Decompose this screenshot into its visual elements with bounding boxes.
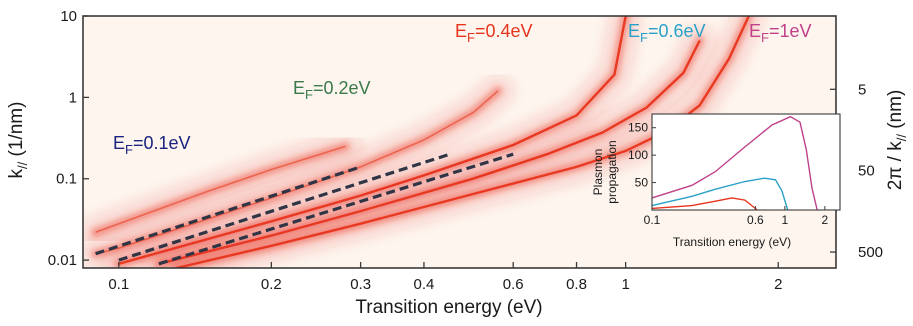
y-tick-label: 10 bbox=[60, 8, 77, 25]
inset-y-tick-label: 100 bbox=[628, 148, 648, 162]
series-label-2: EF=0.4eV bbox=[455, 21, 533, 45]
inset-line-1 bbox=[651, 177, 789, 211]
y-axis-label-sub: // bbox=[15, 161, 30, 169]
y2-axis-label-main: 2π / k bbox=[885, 141, 906, 191]
x-axis-label: Transition energy (eV) bbox=[355, 297, 542, 318]
y-tick-label: 1 bbox=[69, 89, 77, 106]
series-annotations: EF=0.1eV EF=0.2eV EF=0.4eV EF=0.6eV EF=1eV bbox=[113, 21, 812, 157]
inset-frame bbox=[651, 113, 841, 211]
x-tick-label: 1 bbox=[621, 276, 629, 293]
y2-axis-label-sub: // bbox=[894, 134, 909, 142]
heatmap-bands bbox=[83, 16, 764, 268]
inset-x-tick-label: 0.6 bbox=[747, 213, 764, 227]
y2-axis-label: 2π / k// (nm) bbox=[885, 90, 909, 191]
dashed-fit-0 bbox=[95, 165, 362, 256]
inset-line-2 bbox=[651, 115, 818, 211]
y-tick-label: 0.01 bbox=[48, 252, 77, 269]
series-label-4: EF=1eV bbox=[749, 21, 812, 45]
x-tick-label: 0.6 bbox=[503, 276, 524, 293]
series-label-3: EF=0.6eV bbox=[628, 21, 706, 45]
y2-tick-label: 5 bbox=[858, 81, 866, 98]
inset-line-0 bbox=[651, 197, 758, 211]
inset-x-ticks: 0.1 0.6 1 2 bbox=[644, 206, 829, 227]
series-label-0: EF=0.1eV bbox=[113, 133, 191, 157]
y-tick-label: 0.1 bbox=[56, 171, 77, 188]
inset-background bbox=[652, 114, 840, 210]
x-tick-label: 0.1 bbox=[108, 276, 129, 293]
y-axis-label: k// (1/nm) bbox=[6, 102, 30, 179]
inset-plot: 0.1 0.6 1 2 50 100 150 Transition energy (eV)… bbox=[591, 113, 841, 249]
x-tick-label: 2 bbox=[774, 276, 782, 293]
dashed-fit-1 bbox=[118, 152, 451, 262]
inset-y-tick-label: 50 bbox=[635, 176, 649, 190]
y2-tick-label: 50 bbox=[858, 163, 875, 180]
series-label-1: EF=0.2eV bbox=[293, 78, 371, 102]
y-axis-label-rest: (1/nm) bbox=[6, 102, 27, 162]
inset-y-ticks: 50 100 150 bbox=[628, 121, 656, 211]
x-axis-ticks: 0.1 0.2 0.3 0.4 0.6 0.8 1 2 bbox=[108, 262, 782, 293]
dashed-fit-lines bbox=[95, 152, 514, 266]
y2-axis-ticks: 5 50 500 bbox=[830, 81, 883, 261]
y2-tick-label: 500 bbox=[858, 244, 883, 261]
x-tick-label: 0.8 bbox=[566, 276, 587, 293]
dispersion-line-0 bbox=[95, 145, 346, 234]
inset-x-tick-label: 0.1 bbox=[644, 213, 661, 227]
dispersion-line-4 bbox=[176, 16, 750, 268]
inset-y-axis-label-line2: propagation bbox=[605, 140, 619, 203]
inset-x-axis-label: Transition energy (eV) bbox=[673, 235, 791, 249]
dashed-fit-2 bbox=[158, 152, 514, 266]
x-tick-label: 0.3 bbox=[350, 276, 371, 293]
inset-x-tick-label: 2 bbox=[822, 213, 829, 227]
inset-series-lines bbox=[651, 115, 818, 211]
inset-y-tick-label: 150 bbox=[628, 121, 648, 135]
inset-x-tick-label: 1 bbox=[782, 213, 789, 227]
y-axis-label-main: k bbox=[6, 168, 27, 178]
y2-axis-label-rest: (nm) bbox=[885, 90, 906, 134]
y-axis-ticks: 0.01 0.1 1 10 bbox=[48, 8, 89, 269]
x-tick-label: 0.2 bbox=[261, 276, 282, 293]
inset-y-axis-label-line1: Plasmon bbox=[591, 149, 605, 196]
x-tick-label: 0.4 bbox=[414, 276, 435, 293]
